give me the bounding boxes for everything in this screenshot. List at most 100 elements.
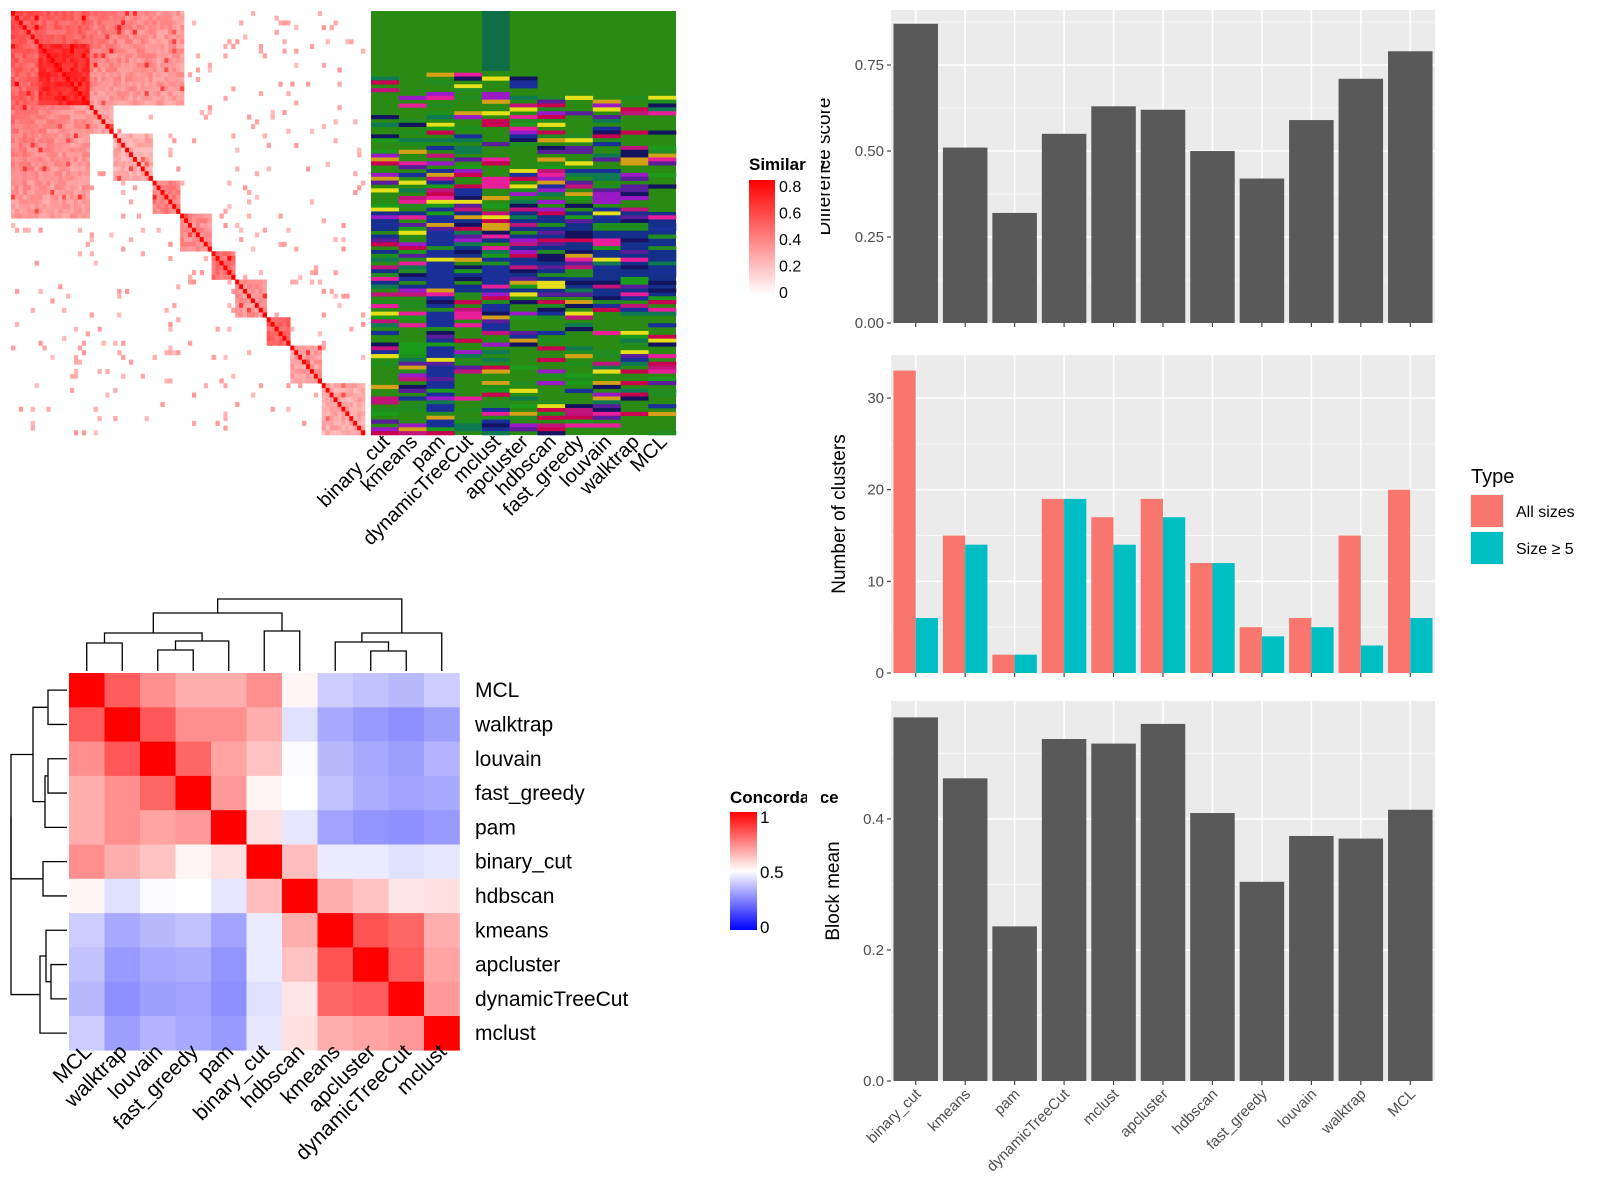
cluster-cell [565, 346, 594, 351]
bar [1190, 563, 1213, 673]
cluster-cell [398, 122, 427, 127]
similarity-cell [258, 279, 264, 285]
cluster-cell [426, 238, 455, 243]
similarity-cell [73, 354, 79, 360]
similarity-cell [168, 204, 173, 210]
cluster-cell [592, 392, 621, 397]
cluster-cell [592, 188, 621, 193]
similarity-cell [11, 185, 16, 191]
similarity-cell [14, 138, 20, 144]
similarity-cell [211, 265, 216, 271]
cluster-cell [565, 288, 594, 293]
similarity-cell [46, 86, 51, 92]
similarity-cell [18, 53, 24, 59]
similarity-cell [337, 392, 342, 398]
cluster-cell [426, 115, 455, 120]
concordance-cell [140, 741, 176, 777]
similarity-cell [140, 29, 146, 35]
similarity-cell [235, 303, 240, 309]
similarity-cell [298, 369, 303, 375]
similarity-cell [132, 72, 138, 78]
similarity-cell [14, 124, 20, 130]
similarity-cell [109, 128, 114, 134]
similarity-cell [337, 430, 342, 436]
similarity-cell [89, 34, 94, 40]
cluster-cell [426, 192, 455, 197]
similarity-cell [109, 95, 114, 101]
concordance-cell [175, 707, 212, 742]
similarity-cell [54, 76, 59, 82]
cluster-cell [481, 342, 510, 347]
similarity-cell [46, 119, 51, 125]
similarity-cell [125, 166, 130, 172]
similarity-cell [85, 43, 90, 49]
similarity-cell [294, 142, 299, 148]
similarity-cell [105, 86, 110, 92]
similarity-cell [58, 114, 63, 120]
similarity-cell [333, 411, 338, 417]
similarity-cell [294, 246, 299, 252]
cluster-cell [592, 261, 621, 266]
similarity-cell [306, 359, 311, 365]
similarity-colorbar [749, 180, 775, 295]
cluster-cell [537, 311, 566, 316]
similarity-cell [247, 293, 252, 299]
similarity-cell [144, 175, 149, 181]
similarity-cell [93, 109, 98, 115]
concordance-cell [353, 1016, 389, 1051]
cluster-cell [398, 265, 427, 270]
similarity-cell [298, 354, 303, 360]
cluster-cell [426, 354, 455, 359]
similarity-cell [38, 109, 43, 115]
similarity-cell [42, 105, 47, 111]
cluster-cell [537, 431, 566, 436]
cluster-cell [454, 95, 483, 100]
cluster-cell [509, 330, 538, 336]
cluster-cell [509, 172, 538, 178]
similarity-cell [132, 53, 138, 59]
cluster-cell [426, 230, 455, 235]
similarity-cell [321, 218, 326, 224]
similarity-cell [73, 152, 79, 158]
similarity-cell [77, 39, 83, 45]
similarity-cell [215, 274, 220, 280]
cluster-cell [537, 199, 566, 205]
similarity-cell [105, 29, 110, 35]
similarity-cell [156, 62, 161, 68]
similarity-cell [66, 39, 71, 45]
similarity-cell [62, 180, 67, 186]
similarity-cell [34, 95, 39, 101]
similarity-cell [89, 109, 94, 115]
similarity-cell [156, 185, 161, 191]
similarity-cell [121, 62, 126, 68]
similarity-cell [262, 298, 267, 304]
cluster-cell [398, 230, 427, 235]
similarity-cell [357, 402, 362, 408]
concordance-cell [246, 913, 283, 948]
similarity-cell [235, 312, 240, 318]
similarity-cell [188, 241, 193, 247]
similarity-cell [117, 171, 122, 177]
similarity-cell [34, 180, 39, 186]
similarity-cell [34, 199, 39, 205]
similarity-cell [109, 58, 114, 64]
cluster-cell [454, 230, 483, 235]
concordance-row-label: fast_greedy [475, 782, 585, 805]
cluster-cell [592, 354, 621, 359]
similarity-cell [73, 166, 79, 172]
concordance-cell [211, 673, 247, 708]
similarity-cell [46, 152, 51, 158]
similarity-cell [329, 406, 334, 412]
similarity-cell [50, 194, 55, 200]
similarity-cell [22, 11, 28, 17]
similarity-cell [113, 133, 118, 139]
y-tick-label: 0.0 [863, 1073, 884, 1090]
y-tick-label: 20 [867, 482, 884, 499]
bar [1338, 535, 1361, 673]
similarity-cell [18, 124, 24, 130]
similarity-cell [321, 124, 326, 130]
similarity-cell [136, 58, 142, 64]
similarity-cell [50, 95, 55, 101]
cluster-cell [398, 404, 427, 409]
